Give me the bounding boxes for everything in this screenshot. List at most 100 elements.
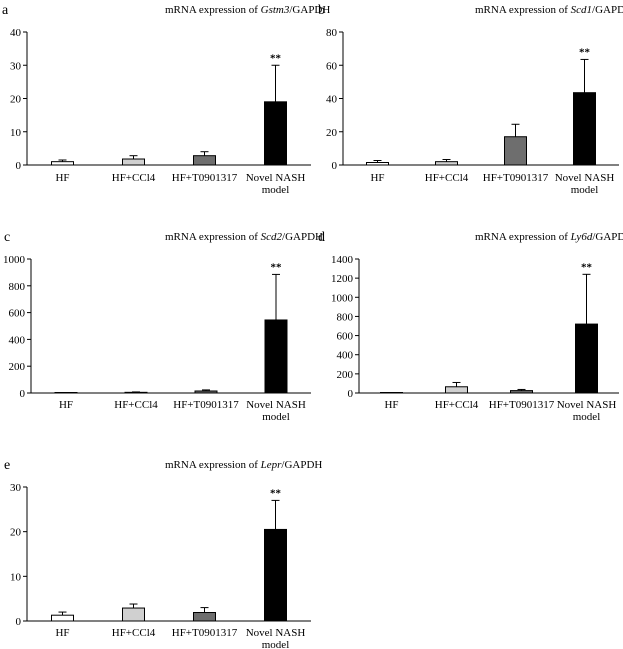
chart-title-prefix: mRNA expression of bbox=[165, 459, 261, 471]
y-tick-label: 400 bbox=[9, 334, 26, 346]
category-label: model bbox=[262, 184, 290, 196]
chart-title-gene: Gstm3 bbox=[261, 4, 290, 16]
category-label: model bbox=[573, 411, 601, 423]
panel-label: c bbox=[4, 230, 10, 245]
y-tick-label: 200 bbox=[9, 361, 26, 373]
bar bbox=[366, 162, 389, 166]
bar bbox=[194, 390, 218, 394]
y-tick-label: 60 bbox=[326, 60, 338, 72]
category-label: HF+T0901317 bbox=[172, 627, 238, 639]
category-label: Novel NASH bbox=[246, 399, 306, 411]
y-tick-label: 200 bbox=[337, 369, 354, 381]
chart-title-suffix: /GAPDH bbox=[592, 231, 623, 243]
y-tick-label: 400 bbox=[337, 350, 354, 362]
category-label: HF+T0901317 bbox=[483, 172, 549, 184]
chart-title-prefix: mRNA expression of bbox=[475, 231, 571, 243]
y-tick-label: 1000 bbox=[3, 254, 26, 266]
category-label: HF bbox=[55, 627, 69, 639]
category-label: model bbox=[262, 639, 290, 649]
y-tick-label: 800 bbox=[337, 311, 354, 323]
y-tick-label: 40 bbox=[326, 94, 338, 106]
y-tick-label: 10 bbox=[10, 571, 22, 583]
bar bbox=[504, 136, 527, 166]
y-tick-label: 600 bbox=[337, 331, 354, 343]
chart-title-gene: Lepr bbox=[260, 459, 283, 471]
category-label: HF bbox=[370, 172, 384, 184]
category-label: HF bbox=[59, 399, 73, 411]
bar bbox=[51, 161, 74, 166]
y-tick-label: 1400 bbox=[331, 254, 354, 266]
y-tick-label: 40 bbox=[10, 27, 22, 39]
chart-title: mRNA expression of Gstm3/GAPDH bbox=[165, 4, 330, 16]
significance-label: ** bbox=[581, 261, 593, 273]
y-tick-label: 0 bbox=[20, 388, 26, 400]
y-tick-label: 0 bbox=[332, 160, 338, 172]
significance-label: ** bbox=[270, 52, 282, 64]
chart-title-gene: Ly6d bbox=[570, 231, 593, 243]
chart-title-gene: Scd1 bbox=[571, 4, 592, 16]
category-label: HF bbox=[384, 399, 398, 411]
chart-panel-c: c mRNA expression of Scd2/GAPDH 0 200 400 600… bbox=[3, 230, 323, 423]
bar bbox=[124, 391, 148, 394]
chart-panel-b: b mRNA expression of Scd1/GAPDH 0 20 40 60 80 *… bbox=[318, 3, 623, 196]
chart-title-prefix: mRNA expression of bbox=[165, 4, 261, 16]
category-label: HF+CCl4 bbox=[114, 399, 158, 411]
chart-title: mRNA expression of Lepr/GAPDH bbox=[165, 459, 322, 471]
chart-panel-a: a mRNA expression of Gstm3/GAPDH 0 10 20 30 40… bbox=[2, 3, 330, 196]
chart-title-prefix: mRNA expression of bbox=[475, 4, 571, 16]
y-tick-label: 600 bbox=[9, 308, 26, 320]
y-tick-label: 20 bbox=[10, 94, 22, 106]
category-label: HF+T0901317 bbox=[173, 399, 239, 411]
chart-title: mRNA expression of Scd2/GAPDH bbox=[165, 231, 323, 243]
bar bbox=[193, 612, 216, 622]
chart-title-suffix: /GAPDH bbox=[289, 4, 330, 16]
bar bbox=[264, 528, 287, 622]
y-tick-label: 0 bbox=[348, 388, 354, 400]
chart-title-suffix: /GAPDH bbox=[281, 459, 322, 471]
bar bbox=[51, 614, 74, 622]
chart-title-prefix: mRNA expression of bbox=[165, 231, 261, 243]
y-tick-label: 80 bbox=[326, 27, 338, 39]
chart-title-suffix: /GAPDH bbox=[592, 4, 623, 16]
bar bbox=[445, 386, 468, 394]
bar bbox=[264, 101, 287, 166]
significance-label: ** bbox=[270, 487, 282, 499]
category-label: HF bbox=[55, 172, 69, 184]
category-label: model bbox=[262, 411, 290, 423]
panel-label: b bbox=[318, 3, 325, 18]
category-label: HF+CCl4 bbox=[425, 172, 469, 184]
y-tick-label: 1200 bbox=[331, 273, 354, 285]
category-label: model bbox=[571, 184, 599, 196]
category-label: HF+CCl4 bbox=[112, 627, 156, 639]
category-label: Novel NASH bbox=[557, 399, 617, 411]
y-tick-label: 0 bbox=[16, 616, 22, 628]
bar bbox=[510, 390, 533, 394]
category-label: HF+T0901317 bbox=[489, 399, 555, 411]
y-tick-label: 10 bbox=[10, 127, 22, 139]
chart-panel-d: d mRNA expression of Ly6d/GAPDH 0 200 400 600… bbox=[318, 230, 623, 423]
category-label: HF+T0901317 bbox=[172, 172, 238, 184]
chart-panel-e: e mRNA expression of Lepr/GAPDH 0 10 20 30 ** H… bbox=[4, 458, 322, 649]
chart-title-gene: Scd2 bbox=[261, 231, 283, 243]
category-label: HF+CCl4 bbox=[435, 399, 479, 411]
chart-title: mRNA expression of Ly6d/GAPDH bbox=[475, 231, 623, 243]
panel-label: a bbox=[2, 3, 9, 18]
chart-title: mRNA expression of Scd1/GAPDH bbox=[475, 4, 623, 16]
bar bbox=[122, 607, 145, 622]
significance-label: ** bbox=[271, 261, 283, 273]
y-tick-label: 30 bbox=[10, 482, 22, 494]
bar bbox=[122, 158, 145, 166]
panel-label: e bbox=[4, 458, 10, 473]
bar bbox=[435, 161, 458, 166]
y-tick-label: 0 bbox=[16, 160, 22, 172]
category-label: HF+CCl4 bbox=[112, 172, 156, 184]
panel-label: d bbox=[318, 230, 325, 245]
y-tick-label: 800 bbox=[9, 281, 26, 293]
bar bbox=[575, 323, 598, 394]
y-tick-label: 1000 bbox=[331, 292, 354, 304]
bar bbox=[193, 155, 216, 166]
bar bbox=[573, 92, 596, 166]
category-label: Novel NASH bbox=[246, 172, 306, 184]
y-tick-label: 20 bbox=[10, 527, 22, 539]
